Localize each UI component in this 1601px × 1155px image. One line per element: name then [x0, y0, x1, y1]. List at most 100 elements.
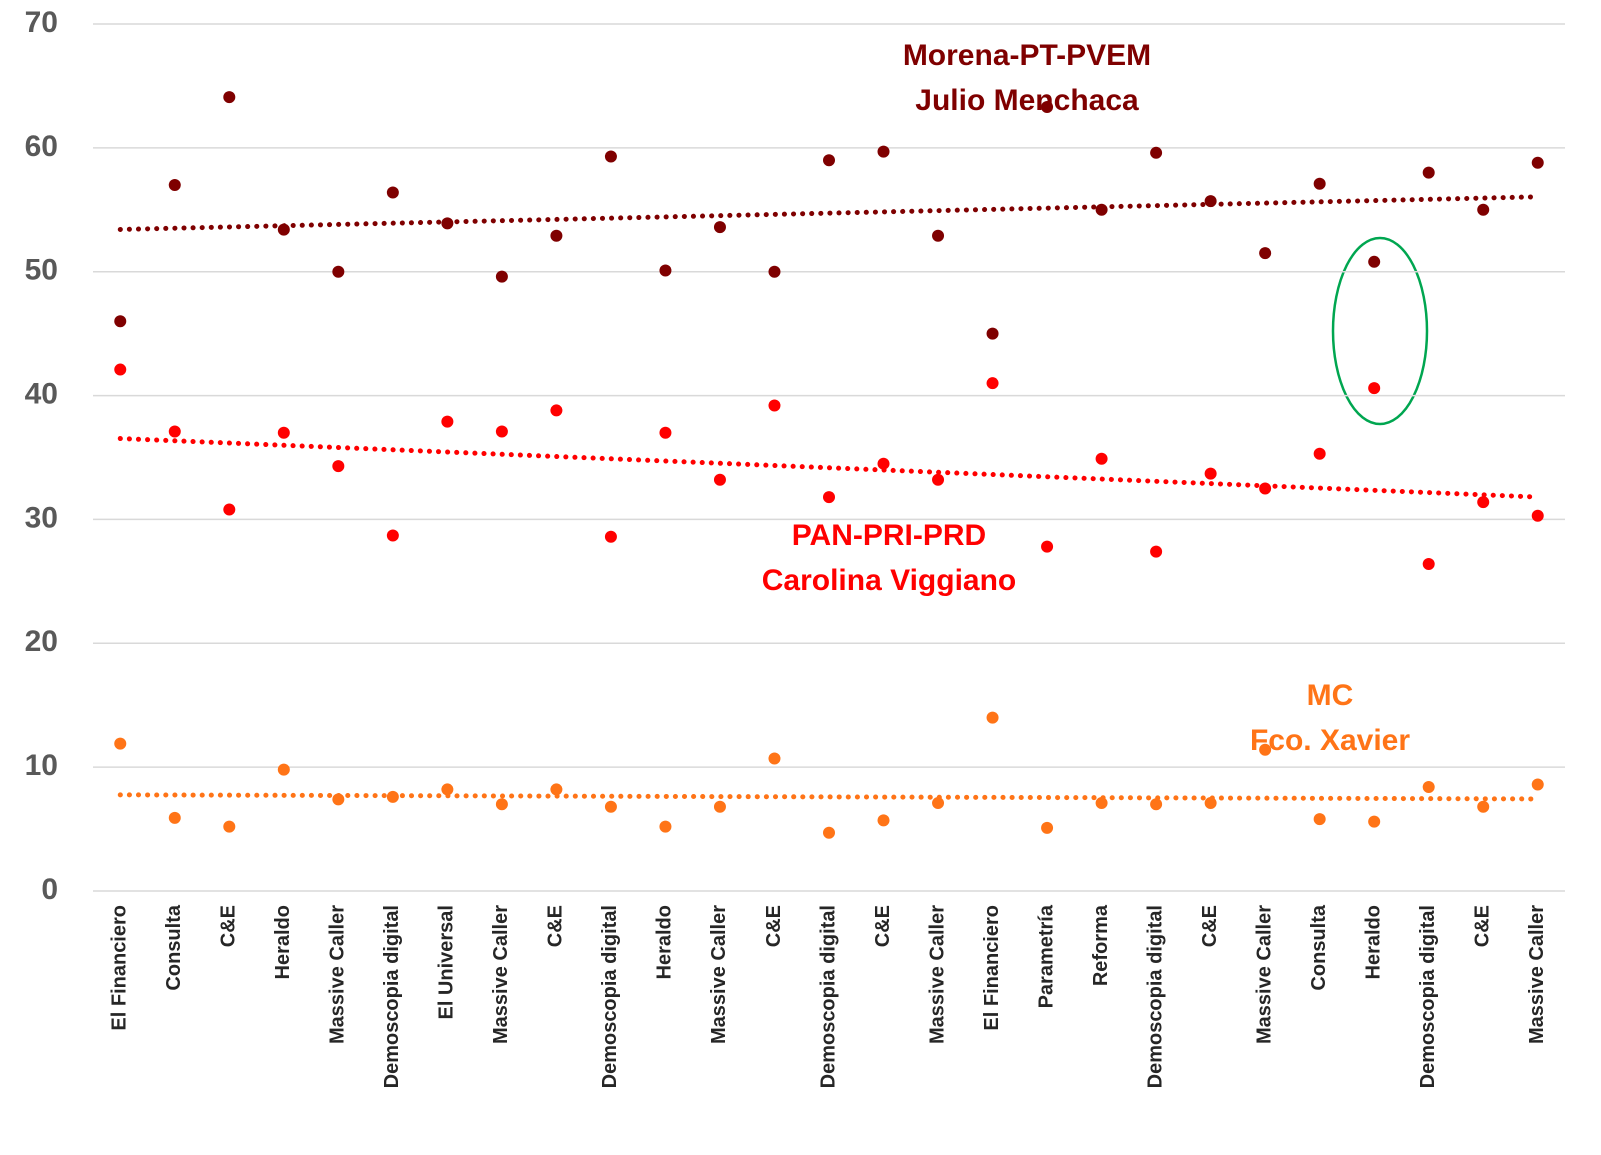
- data-point: [1531, 156, 1544, 169]
- data-point: [877, 145, 890, 158]
- x-tick-label: Heraldo: [654, 905, 676, 979]
- data-point: [877, 814, 890, 827]
- data-point: [1150, 146, 1163, 159]
- x-tick-label: Consulta: [163, 904, 185, 990]
- data-point: [1477, 800, 1490, 813]
- data-point: [223, 820, 236, 833]
- data-point: [986, 377, 999, 390]
- data-point: [1531, 778, 1544, 791]
- data-point: [1150, 545, 1163, 558]
- data-point: [877, 457, 890, 470]
- data-point: [441, 783, 454, 796]
- data-point: [277, 426, 290, 439]
- series-label: Morena-PT-PVEM: [903, 39, 1151, 72]
- data-point: [768, 752, 781, 765]
- x-tick-label: C&E: [872, 905, 894, 947]
- data-point: [495, 270, 508, 283]
- data-point: [114, 737, 127, 750]
- data-point: [114, 315, 127, 328]
- y-tick-label: 50: [25, 254, 58, 287]
- series-label: MC: [1307, 679, 1354, 712]
- data-point: [932, 797, 945, 810]
- data-point: [1041, 540, 1054, 553]
- trendline: [117, 792, 1541, 802]
- y-tick-label: 60: [25, 130, 58, 163]
- y-tick-label: 30: [25, 501, 58, 534]
- series-label: PAN-PRI-PRD: [792, 519, 986, 552]
- data-point: [604, 800, 617, 813]
- data-point: [713, 800, 726, 813]
- data-point: [1041, 100, 1054, 113]
- data-point: [823, 491, 835, 504]
- data-point: [223, 91, 236, 104]
- x-tick-label: C&E: [1472, 905, 1494, 947]
- x-tick-label: Heraldo: [272, 905, 294, 979]
- data-point: [659, 820, 672, 833]
- highlight-ellipse: [1331, 236, 1429, 426]
- x-tick-label: Demoscopia digital: [599, 905, 621, 1088]
- data-point: [823, 154, 835, 167]
- y-tick-label: 0: [41, 873, 58, 906]
- x-tick-label: C&E: [1199, 905, 1221, 947]
- data-point: [495, 425, 508, 438]
- data-point: [1368, 255, 1381, 268]
- data-point: [1204, 467, 1217, 480]
- data-point: [441, 415, 454, 428]
- data-point: [823, 826, 835, 839]
- data-point: [1313, 177, 1326, 190]
- data-point: [550, 783, 563, 796]
- data-point: [386, 529, 399, 542]
- x-tick-label: Massive Caller: [327, 905, 349, 1044]
- x-tick-label: Massive Caller: [708, 905, 730, 1044]
- data-point: [1259, 247, 1272, 260]
- data-point: [332, 793, 345, 806]
- x-tick-label: Parametría: [1035, 904, 1057, 1008]
- x-tick-label: Reforma: [1090, 904, 1112, 986]
- y-tick-label: 20: [25, 625, 58, 658]
- data-point: [604, 150, 617, 163]
- data-point: [1095, 452, 1108, 465]
- data-point: [168, 425, 181, 438]
- data-point: [604, 530, 617, 543]
- x-tick-label: El Financiero: [109, 905, 131, 1031]
- data-point: [114, 363, 127, 376]
- data-point: [932, 473, 945, 486]
- data-point: [1150, 798, 1163, 811]
- y-tick-label: 70: [25, 6, 58, 39]
- data-point: [1041, 821, 1054, 834]
- data-point: [659, 426, 672, 439]
- data-point: [277, 223, 290, 236]
- data-point: [1422, 166, 1435, 179]
- data-point: [550, 404, 563, 417]
- x-tick-label: Consulta: [1308, 904, 1330, 990]
- trendline: [117, 194, 1541, 232]
- data-point: [1422, 780, 1435, 793]
- data-point: [1095, 797, 1108, 810]
- data-point: [1531, 509, 1544, 522]
- data-point: [986, 327, 999, 340]
- y-tick-label: 10: [25, 749, 58, 782]
- data-point: [332, 460, 345, 473]
- data-point: [1259, 743, 1272, 756]
- data-point: [441, 217, 454, 230]
- data-point: [768, 265, 781, 278]
- candidate-label: Fco. Xavier: [1250, 724, 1410, 757]
- data-point: [168, 811, 181, 824]
- data-point: [277, 763, 290, 776]
- data-point: [1313, 813, 1326, 826]
- data-point: [550, 229, 563, 242]
- data-point: [1204, 195, 1217, 208]
- x-tick-label: Massive Caller: [490, 905, 512, 1044]
- data-point: [986, 711, 999, 724]
- data-point: [1368, 815, 1381, 828]
- data-point: [495, 798, 508, 811]
- x-tick-label: El Financiero: [981, 905, 1003, 1031]
- data-point: [1313, 447, 1326, 460]
- data-point: [1368, 382, 1381, 395]
- data-point: [386, 186, 399, 199]
- data-point: [1477, 203, 1490, 216]
- data-point: [768, 399, 781, 412]
- x-tick-label: El Universal: [436, 905, 458, 1020]
- data-point: [1095, 203, 1108, 216]
